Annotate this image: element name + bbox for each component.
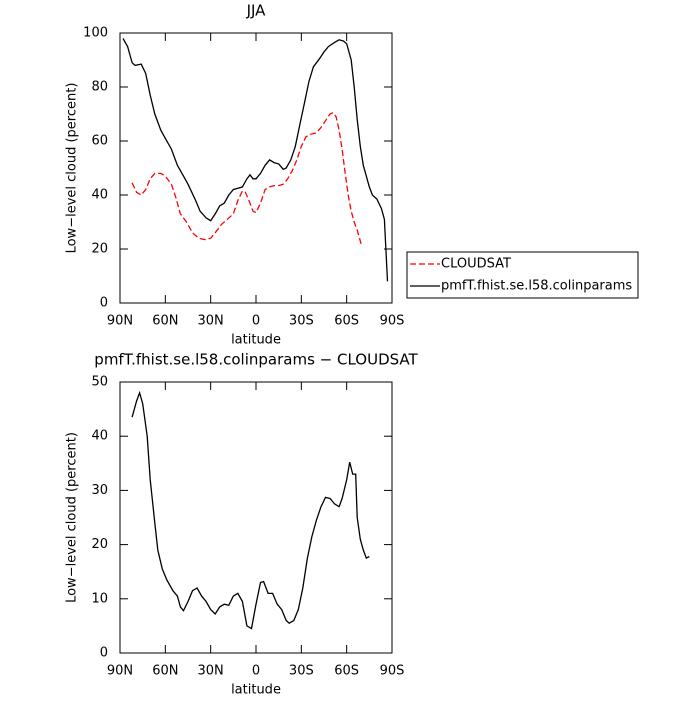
y-tick-label: 10 bbox=[91, 591, 108, 606]
x-tick-label: 30S bbox=[289, 314, 314, 329]
y-tick-label: 0 bbox=[100, 296, 108, 311]
x-tick-label: 60N bbox=[152, 664, 178, 679]
y-tick-label: 40 bbox=[91, 429, 108, 444]
y-tick-label: 60 bbox=[91, 134, 108, 149]
y-tick-label: 20 bbox=[91, 242, 108, 257]
data-line bbox=[122, 38, 389, 282]
x-tick-label: 90N bbox=[107, 314, 133, 329]
x-tick-label: 30N bbox=[198, 664, 224, 679]
y-tick-label: 80 bbox=[91, 80, 108, 95]
plot-frame bbox=[119, 381, 393, 654]
data-line bbox=[131, 390, 370, 630]
plot-frame bbox=[119, 32, 393, 304]
x-axis-label: latitude bbox=[231, 333, 281, 348]
x-tick-label: 0 bbox=[252, 314, 260, 329]
legend-box bbox=[406, 251, 639, 299]
x-tick-label: 30N bbox=[198, 314, 224, 329]
y-tick-label: 30 bbox=[91, 483, 108, 498]
chart-title: JJA bbox=[246, 2, 267, 20]
x-tick-label: 0 bbox=[252, 664, 260, 679]
x-axis-label: latitude bbox=[231, 683, 281, 698]
y-tick-label: 20 bbox=[91, 537, 108, 552]
x-tick-label: 90S bbox=[380, 664, 405, 679]
x-tick-label: 60S bbox=[334, 664, 359, 679]
legend-label: CLOUDSAT bbox=[441, 257, 511, 272]
legend-label: pmfT.fhist.se.l58.colinparams bbox=[441, 279, 632, 294]
x-tick-label: 60S bbox=[334, 314, 359, 329]
chart-title: pmfT.fhist.se.l58.colinparams − CLOUDSAT bbox=[94, 351, 418, 369]
x-tick-label: 90N bbox=[107, 664, 133, 679]
y-tick-label: 0 bbox=[100, 646, 108, 661]
x-tick-label: 90S bbox=[380, 314, 405, 329]
data-line bbox=[131, 111, 363, 247]
x-tick-label: 60N bbox=[152, 314, 178, 329]
y-tick-label: 50 bbox=[91, 375, 108, 390]
y-axis-label: Low−level cloud (percent) bbox=[65, 83, 80, 254]
y-tick-label: 100 bbox=[83, 26, 108, 41]
x-tick-label: 30S bbox=[289, 664, 314, 679]
y-axis-label: Low−level cloud (percent) bbox=[65, 432, 80, 603]
y-tick-label: 40 bbox=[91, 188, 108, 203]
